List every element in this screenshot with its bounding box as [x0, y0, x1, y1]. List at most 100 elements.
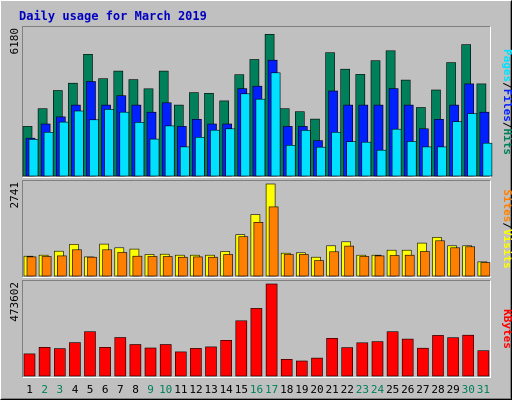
bar-kbytes-day-13	[205, 346, 217, 377]
bar-pages-day-24	[376, 149, 387, 177]
bar-sites-day-12	[193, 256, 203, 277]
day-label-24: 24	[371, 383, 385, 396]
day-label-12: 12	[189, 383, 202, 396]
bar-pages-day-11	[180, 146, 190, 177]
bar-pages-day-8	[134, 122, 145, 177]
traffic-series-pages	[28, 72, 493, 177]
bar-sites-day-17	[268, 206, 279, 277]
bar-pages-day-10	[164, 125, 175, 177]
legend-kbytes: KBytes	[501, 309, 512, 349]
bar-kbytes-day-25	[386, 331, 399, 377]
traffic-ymax-label: 6180	[8, 28, 21, 55]
bar-kbytes-day-27	[417, 347, 429, 377]
bar-kbytes-day-4	[69, 342, 81, 377]
bar-sites-day-19	[298, 254, 309, 277]
bar-kbytes-day-14	[220, 339, 232, 377]
day-label-2: 2	[41, 383, 48, 396]
bar-sites-day-29	[450, 247, 460, 277]
bar-kbytes-day-17	[265, 283, 278, 377]
bar-pages-day-12	[195, 137, 205, 177]
day-label-13: 13	[204, 383, 217, 396]
visits-panel	[22, 180, 491, 278]
bar-pages-day-21	[331, 132, 341, 177]
bar-kbytes-day-30	[462, 334, 475, 377]
bar-sites-day-2	[41, 256, 52, 277]
bar-kbytes-day-28	[432, 335, 444, 377]
bar-pages-day-31	[482, 142, 493, 177]
day-label-29: 29	[447, 383, 460, 396]
bar-pages-day-18	[285, 145, 296, 177]
kbytes-plot-highlight	[22, 280, 491, 378]
bar-sites-day-6	[102, 249, 112, 277]
bar-pages-day-26	[406, 141, 417, 177]
bar-kbytes-day-11	[175, 351, 187, 377]
bar-sites-day-26	[404, 254, 415, 277]
day-label-17: 17	[265, 383, 278, 396]
bar-pages-day-14	[225, 128, 235, 177]
day-label-30: 30	[462, 383, 475, 396]
bar-kbytes-day-29	[447, 337, 459, 377]
legend-pages: Pages	[501, 49, 512, 82]
bar-pages-day-5	[89, 119, 99, 177]
bar-kbytes-day-12	[190, 348, 202, 377]
bar-pages-day-6	[104, 109, 114, 177]
visits-ymax-label: 2741	[8, 182, 21, 209]
day-label-16: 16	[250, 383, 263, 396]
bar-sites-day-1	[26, 256, 37, 277]
legend-hits: Hits	[501, 129, 512, 156]
bar-sites-day-13	[208, 256, 218, 277]
bar-sites-day-21	[329, 251, 339, 277]
bar-sites-day-4	[72, 249, 82, 277]
bar-pages-day-29	[452, 121, 462, 177]
bar-pages-day-17	[270, 72, 281, 177]
bar-pages-day-19	[300, 130, 311, 177]
day-label-31: 31	[477, 383, 490, 396]
bar-pages-day-7	[119, 111, 130, 177]
bar-pages-day-15	[240, 93, 251, 177]
bar-pages-day-23	[361, 141, 372, 177]
bar-kbytes-day-19	[295, 360, 308, 377]
legend-slash: /	[501, 122, 512, 129]
bar-sites-day-9	[147, 256, 158, 277]
kbytes-plot-shadow	[22, 280, 491, 378]
day-label-28: 28	[431, 383, 444, 396]
day-label-22: 22	[341, 383, 354, 396]
legend-sites: Sites	[501, 189, 512, 222]
kbytes-legend: KBytes	[501, 309, 512, 349]
bar-kbytes-day-6	[99, 346, 111, 377]
bar-sites-day-25	[389, 255, 400, 277]
bar-pages-day-3	[58, 121, 69, 177]
bar-sites-day-10	[162, 256, 173, 277]
bar-sites-day-18	[283, 254, 294, 277]
kbytes-panel	[22, 280, 491, 378]
bar-pages-day-2	[43, 132, 54, 177]
bar-kbytes-day-31	[477, 350, 490, 377]
legend-visits: Visits	[501, 229, 512, 269]
bar-kbytes-day-18	[280, 358, 293, 377]
bar-kbytes-day-16	[250, 308, 263, 377]
bar-pages-day-4	[74, 110, 84, 177]
chart-panels	[22, 26, 493, 378]
visits-legend: Sites/Visits	[501, 189, 512, 269]
bar-kbytes-day-20	[311, 357, 323, 377]
bar-sites-day-22	[344, 245, 355, 277]
bar-pages-day-9	[149, 138, 160, 177]
day-label-3: 3	[56, 383, 63, 396]
bar-pages-day-27	[422, 146, 432, 177]
bar-pages-day-22	[346, 141, 357, 177]
legend-files: Files	[501, 89, 512, 122]
kbytes-series-kbytes	[23, 283, 490, 377]
day-label-26: 26	[401, 383, 414, 396]
day-label-23: 23	[356, 383, 369, 396]
day-label-27: 27	[416, 383, 429, 396]
bar-kbytes-day-23	[356, 342, 369, 377]
bar-sites-day-24	[374, 255, 385, 277]
bar-pages-day-20	[316, 146, 326, 177]
traffic-legend: Pages/Files/Hits	[501, 49, 512, 155]
bar-sites-day-28	[435, 240, 445, 277]
bar-kbytes-day-3	[53, 348, 66, 377]
day-label-11: 11	[174, 383, 187, 396]
